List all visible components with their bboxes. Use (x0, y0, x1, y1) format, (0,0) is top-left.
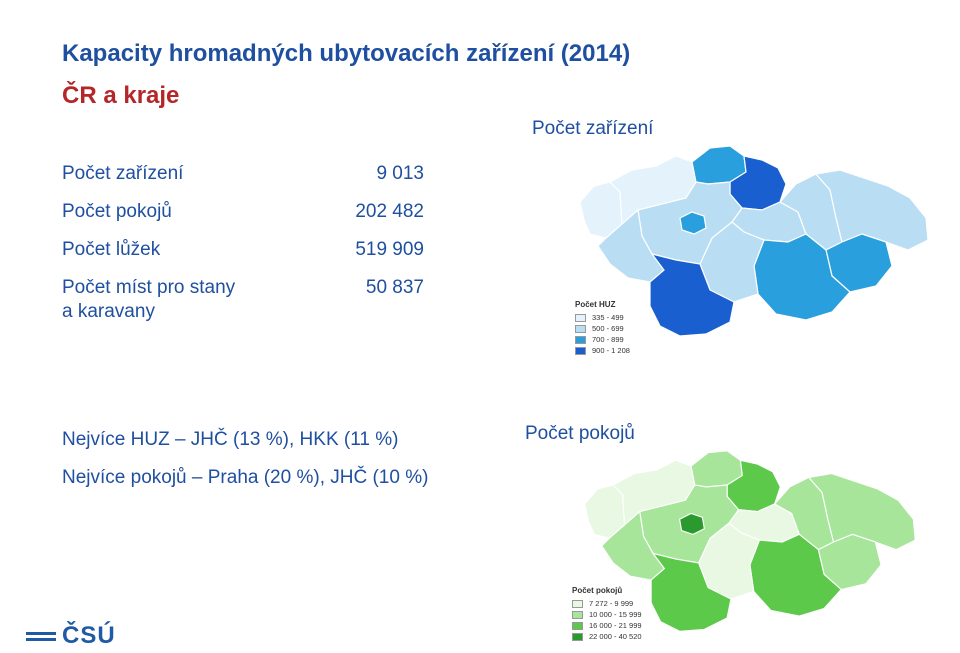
legend-swatch (575, 324, 586, 333)
stats-table: Počet zařízení 9 013 Počet pokojů 202 48… (62, 162, 442, 336)
map-rooms-caption: Počet pokojů (525, 423, 635, 444)
legend-item: 7 272 - 9 999 (572, 598, 642, 609)
stat-label-line2: a karavany (62, 301, 155, 322)
stat-value: 519 909 (355, 239, 424, 260)
legend-item: 700 - 899 (575, 334, 630, 345)
legend-item: 16 000 - 21 999 (572, 620, 642, 631)
legend-swatch (572, 599, 583, 608)
legend-item: 500 - 699 (575, 323, 630, 334)
map-facilities (580, 145, 929, 337)
legend-swatch (572, 621, 583, 630)
stat-label-line1: Počet míst pro stany (62, 277, 236, 298)
csu-logo: ČSÚ (26, 622, 116, 652)
legend-item: 10 000 - 15 999 (572, 609, 642, 620)
stat-value: 202 482 (355, 201, 424, 222)
region-jihocesky (649, 253, 735, 337)
legend-label: 700 - 899 (592, 335, 624, 344)
stat-row-facilities: Počet zařízení 9 013 (62, 162, 442, 200)
stat-label: Počet zařízení (62, 163, 184, 184)
legend-swatch (575, 335, 586, 344)
note-facilities: Nejvíce HUZ – JHČ (13 %), HKK (11 %) (62, 429, 399, 450)
legend-label: 900 - 1 208 (592, 346, 630, 355)
stat-value: 9 013 (376, 163, 424, 184)
region-praha (678, 512, 705, 536)
legend-item: 335 - 499 (575, 312, 630, 323)
map-facilities-legend: Počet HUZ 335 - 499 500 - 699 700 - 899 … (575, 300, 630, 356)
page-title: Kapacity hromadných ubytovacích zařízení… (62, 40, 631, 67)
stat-value: 50 837 (365, 277, 424, 298)
map-rooms (584, 450, 916, 632)
logo-lines-icon (26, 632, 56, 644)
legend-item: 22 000 - 40 520 (572, 631, 642, 642)
stat-row-camping: Počet míst pro stany a karavany 50 837 (62, 276, 442, 336)
stat-label: Počet pokojů (62, 201, 172, 222)
legend-swatch (575, 346, 586, 355)
legend-title: Počet HUZ (575, 300, 616, 309)
page-subtitle: ČR a kraje (62, 82, 180, 109)
legend-label: 22 000 - 40 520 (589, 632, 642, 641)
legend-label: 16 000 - 21 999 (589, 621, 642, 630)
legend-swatch (575, 313, 586, 322)
region-praha (679, 211, 707, 235)
region-moravskoslezsky (807, 473, 916, 551)
legend-label: 500 - 699 (592, 324, 624, 333)
legend-item: 900 - 1 208 (575, 345, 630, 356)
stat-row-beds: Počet lůžek 519 909 (62, 238, 442, 276)
region-moravskoslezsky (814, 169, 929, 251)
stat-label: Počet lůžek (62, 239, 161, 260)
stat-row-rooms: Počet pokojů 202 482 (62, 200, 442, 238)
logo-text: ČSÚ (62, 622, 116, 649)
legend-label: 335 - 499 (592, 313, 624, 322)
note-rooms: Nejvíce pokojů – Praha (20 %), JHČ (10 %… (62, 467, 429, 488)
legend-swatch (572, 632, 583, 641)
legend-label: 10 000 - 15 999 (589, 610, 642, 619)
legend-swatch (572, 610, 583, 619)
legend-label: 7 272 - 9 999 (589, 599, 634, 608)
map-rooms-legend: Počet pokojů 7 272 - 9 999 10 000 - 15 9… (572, 586, 642, 642)
legend-title: Počet pokojů (572, 586, 623, 595)
notes: Nejvíce HUZ – JHČ (13 %), HKK (11 %) Nej… (62, 428, 428, 504)
stat-label: Počet míst pro stany a karavany (62, 276, 235, 324)
region-jihocesky (650, 552, 732, 632)
map-facilities-caption: Počet zařízení (532, 118, 654, 139)
